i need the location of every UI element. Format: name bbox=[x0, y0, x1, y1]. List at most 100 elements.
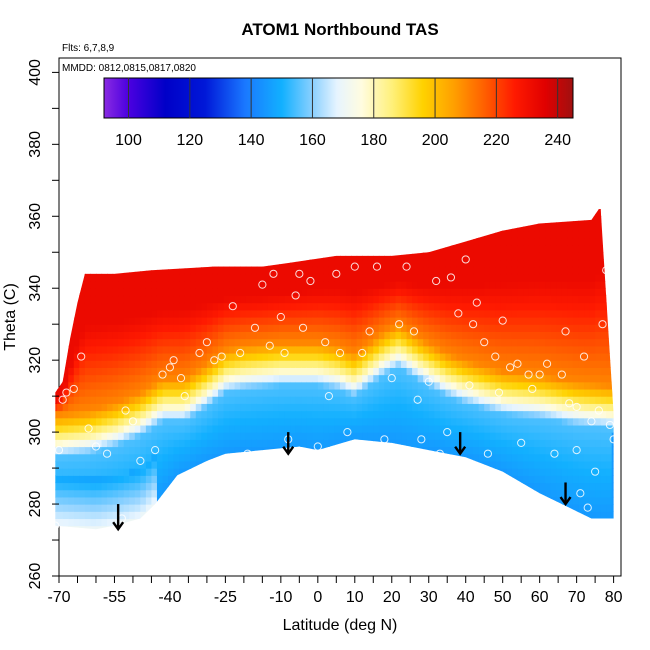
field-cell bbox=[362, 460, 369, 469]
field-cell bbox=[251, 324, 258, 332]
field-cell bbox=[184, 252, 191, 261]
field-cell bbox=[179, 518, 186, 527]
field-cell bbox=[406, 360, 413, 368]
field-cell bbox=[323, 295, 330, 304]
field-cell bbox=[334, 496, 341, 505]
field-cell bbox=[134, 367, 141, 376]
field-cell bbox=[273, 475, 280, 484]
field-cell bbox=[523, 367, 530, 376]
field-cell bbox=[245, 252, 252, 261]
field-cell bbox=[140, 360, 147, 368]
field-cell bbox=[306, 518, 313, 527]
field-cell bbox=[101, 489, 108, 498]
field-cell bbox=[495, 288, 502, 297]
field-cell bbox=[206, 273, 214, 282]
field-cell bbox=[428, 338, 435, 347]
field-cell bbox=[617, 223, 623, 231]
field-cell bbox=[334, 259, 341, 268]
field-cell bbox=[578, 281, 585, 289]
field-cell bbox=[506, 468, 513, 476]
field-cell bbox=[57, 324, 64, 332]
field-cell bbox=[517, 482, 524, 491]
field-cell bbox=[234, 230, 241, 239]
field-cell bbox=[212, 295, 219, 304]
field-cell bbox=[395, 432, 402, 440]
field-cell bbox=[506, 424, 513, 433]
field-cell bbox=[90, 317, 97, 325]
field-cell bbox=[595, 381, 602, 390]
field-cell bbox=[584, 410, 591, 419]
field-cell bbox=[528, 281, 535, 289]
field-cell bbox=[589, 468, 596, 476]
field-cell bbox=[145, 417, 153, 426]
field-cell bbox=[140, 317, 147, 325]
field-cell bbox=[267, 525, 275, 530]
field-cell bbox=[539, 252, 546, 261]
field-cell bbox=[95, 381, 103, 390]
field-cell bbox=[378, 518, 385, 527]
field-cell bbox=[140, 230, 147, 239]
field-cell bbox=[390, 195, 396, 203]
field-cell bbox=[517, 309, 524, 318]
field-cell bbox=[373, 482, 380, 491]
field-cell bbox=[90, 230, 97, 239]
field-cell bbox=[572, 511, 580, 520]
field-cell bbox=[445, 446, 452, 455]
field-cell bbox=[151, 367, 158, 376]
field-cell bbox=[123, 223, 130, 232]
field-cell bbox=[484, 352, 491, 361]
field-cell bbox=[340, 295, 347, 304]
field-cell bbox=[68, 295, 75, 304]
field-cell bbox=[351, 209, 358, 217]
field-cell bbox=[256, 360, 263, 368]
field-cell bbox=[312, 259, 319, 268]
field-cell bbox=[423, 367, 430, 376]
field-cell bbox=[134, 460, 141, 469]
field-cell bbox=[290, 468, 297, 476]
field-cell bbox=[534, 381, 541, 390]
field-cell bbox=[318, 533, 324, 541]
field-cell bbox=[428, 518, 435, 527]
field-cell bbox=[301, 518, 308, 527]
field-cell bbox=[595, 468, 602, 476]
field-cell bbox=[68, 396, 75, 404]
field-cell bbox=[134, 388, 141, 397]
field-cell bbox=[506, 460, 513, 469]
field-cell bbox=[168, 209, 175, 210]
field-cell bbox=[545, 288, 552, 297]
field-cell bbox=[439, 273, 446, 282]
field-cell bbox=[168, 460, 175, 469]
field-cell bbox=[462, 374, 469, 383]
field-cell bbox=[156, 453, 164, 462]
field-cell bbox=[384, 417, 391, 426]
field-cell bbox=[62, 281, 69, 289]
field-cell bbox=[156, 259, 164, 268]
field-cell bbox=[523, 288, 530, 297]
field-cell bbox=[262, 252, 269, 261]
field-cell bbox=[389, 388, 397, 397]
field-cell bbox=[107, 252, 114, 261]
field-cell bbox=[362, 237, 369, 246]
field-cell bbox=[245, 410, 252, 419]
field-cell bbox=[550, 209, 557, 217]
field-cell bbox=[589, 237, 596, 246]
field-cell bbox=[389, 396, 397, 404]
field-cell bbox=[173, 223, 180, 232]
field-cell bbox=[73, 388, 80, 397]
field-cell bbox=[245, 216, 252, 225]
field-cell bbox=[334, 482, 341, 491]
field-cell bbox=[162, 273, 169, 282]
field-cell bbox=[134, 403, 141, 412]
field-cell bbox=[317, 266, 324, 275]
field-cell bbox=[251, 525, 258, 530]
field-cell bbox=[450, 511, 458, 520]
field-cell bbox=[412, 381, 419, 390]
field-cell bbox=[95, 345, 103, 354]
field-cell bbox=[378, 424, 385, 433]
field-cell bbox=[118, 288, 125, 297]
field-cell bbox=[190, 374, 197, 383]
field-cell bbox=[195, 209, 202, 210]
field-cell bbox=[179, 195, 185, 203]
field-cell bbox=[162, 424, 169, 433]
field-cell bbox=[123, 288, 130, 297]
